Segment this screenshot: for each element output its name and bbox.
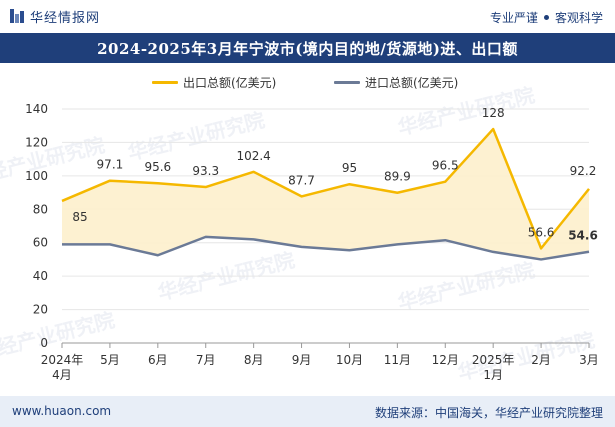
export-data-label: 85 bbox=[72, 210, 87, 224]
y-tick-label: 80 bbox=[33, 202, 48, 216]
x-tick-label: 2025年 bbox=[472, 353, 515, 367]
import-data-label: 54.6 bbox=[568, 229, 598, 243]
brand-name: 华经情报网 bbox=[30, 10, 101, 26]
legend-swatch-import bbox=[334, 81, 360, 84]
legend: 出口总额(亿美元) 进口总额(亿美元) bbox=[0, 74, 615, 92]
y-tick-label: 140 bbox=[25, 102, 48, 116]
y-tick-label: 20 bbox=[33, 303, 48, 317]
export-data-label: 93.3 bbox=[192, 164, 219, 178]
title-bar: 2024-2025年3月年宁波市(境内目的地/货源地)进、出口额 bbox=[0, 33, 615, 63]
export-data-label: 56.6 bbox=[528, 225, 555, 239]
y-tick-label: 40 bbox=[33, 269, 48, 283]
top-bar: 华经情报网 专业严谨 客观科学 bbox=[0, 0, 615, 32]
website-link[interactable]: www.huaon.com bbox=[12, 404, 112, 418]
x-tick-label: 8月 bbox=[244, 353, 264, 367]
brand: 华经情报网 bbox=[10, 7, 101, 26]
export-data-label: 89.9 bbox=[384, 170, 411, 184]
x-tick-label: 6月 bbox=[148, 353, 168, 367]
export-data-label: 92.2 bbox=[570, 164, 597, 178]
bullet-dot-icon bbox=[543, 15, 549, 20]
export-data-label: 87.7 bbox=[288, 173, 315, 187]
legend-item-import: 进口总额(亿美元) bbox=[334, 74, 458, 91]
export-data-label: 97.1 bbox=[97, 158, 124, 172]
x-tick-label: 4月 bbox=[52, 368, 72, 382]
watermark-6: 华经产业研究院 bbox=[0, 133, 107, 190]
slogan-right: 客观科学 bbox=[554, 11, 603, 25]
x-tick-label: 2024年 bbox=[41, 353, 84, 367]
export-data-label: 95.6 bbox=[144, 160, 171, 174]
x-tick-label: 9月 bbox=[292, 353, 312, 367]
legend-label-export: 出口总额(亿美元) bbox=[183, 76, 277, 90]
x-tick-label: 2月 bbox=[531, 353, 551, 367]
x-tick-label: 11月 bbox=[384, 353, 411, 367]
import-series-line bbox=[62, 235, 590, 261]
legend-label-import: 进口总额(亿美元) bbox=[365, 76, 459, 90]
slogan-left: 专业严谨 bbox=[489, 11, 538, 25]
legend-swatch-export bbox=[152, 81, 178, 84]
x-tick-label: 3月 bbox=[579, 353, 599, 367]
footer-bar: www.huaon.com 数据来源：中国海关，华经产业研究院整理 bbox=[0, 396, 615, 427]
watermark-3: 华经产业研究院 bbox=[395, 258, 537, 315]
x-tick-label: 7月 bbox=[196, 353, 216, 367]
legend-item-export: 出口总额(亿美元) bbox=[152, 74, 276, 91]
export-data-label: 128 bbox=[482, 106, 505, 120]
export-data-label: 96.5 bbox=[432, 159, 459, 173]
export-data-label: 95 bbox=[342, 161, 357, 175]
slogan: 专业严谨 客观科学 bbox=[490, 9, 603, 26]
chart-title: 2024-2025年3月年宁波市(境内目的地/货源地)进、出口额 bbox=[97, 39, 518, 58]
x-tick-label: 5月 bbox=[100, 353, 120, 367]
watermark-1: 华经产业研究院 bbox=[395, 83, 537, 140]
y-tick-label: 120 bbox=[25, 135, 48, 149]
logo-bars-icon bbox=[10, 9, 24, 23]
y-tick-label: 100 bbox=[25, 169, 48, 183]
export-import-gap-area bbox=[62, 129, 589, 260]
x-tick-label: 1月 bbox=[483, 368, 503, 382]
x-tick-label: 12月 bbox=[432, 353, 459, 367]
y-tick-label: 60 bbox=[33, 236, 48, 250]
export-series-line bbox=[61, 127, 590, 250]
data-source: 数据来源：中国海关，华经产业研究院整理 bbox=[374, 406, 603, 420]
x-tick-label: 10月 bbox=[336, 353, 363, 367]
y-tick-label: 0 bbox=[40, 336, 48, 350]
export-data-label: 102.4 bbox=[236, 149, 270, 163]
